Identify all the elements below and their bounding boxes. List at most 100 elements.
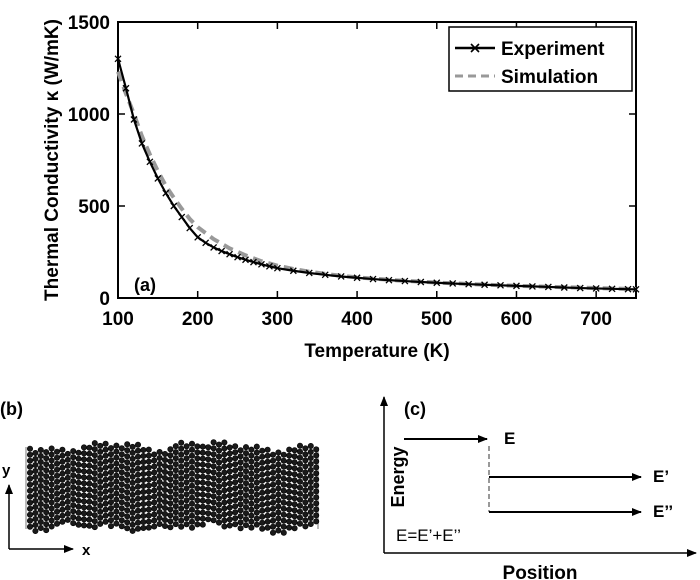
atom <box>70 508 77 515</box>
atom <box>194 479 201 486</box>
marker-stroke <box>369 275 377 283</box>
atom <box>253 467 260 474</box>
atom <box>296 496 303 503</box>
data-point-experiment <box>528 282 536 290</box>
atom <box>259 459 266 466</box>
atom <box>64 456 71 463</box>
atom <box>140 524 147 531</box>
atom <box>178 445 185 452</box>
atom <box>237 495 244 502</box>
atom <box>43 491 50 498</box>
atom <box>264 446 271 453</box>
marker-stroke <box>114 55 122 63</box>
atom <box>151 451 158 458</box>
atom <box>81 510 88 517</box>
x-direction-label: x <box>82 542 91 559</box>
atom <box>156 502 163 509</box>
atom <box>124 471 131 478</box>
atom <box>302 505 309 512</box>
x-tick-label: 200 <box>182 309 214 330</box>
atom <box>291 483 298 490</box>
atom <box>226 510 233 517</box>
atom <box>269 451 276 458</box>
atom <box>97 520 104 527</box>
atom <box>102 446 109 453</box>
atom <box>37 464 44 471</box>
atom <box>118 463 125 470</box>
y-axis-title: Thermal Conductivity κ (W/mK) <box>42 19 63 301</box>
atom <box>81 474 88 481</box>
atom <box>129 527 136 534</box>
atom <box>237 477 244 484</box>
atom <box>151 505 158 512</box>
atom <box>280 529 287 536</box>
atom <box>313 452 320 459</box>
atom <box>91 476 98 483</box>
atom <box>205 468 212 475</box>
atom <box>145 500 152 507</box>
atom <box>226 450 233 457</box>
atom <box>221 445 228 452</box>
atom <box>286 452 293 459</box>
atom <box>53 484 60 491</box>
atom <box>70 460 77 467</box>
atom <box>269 469 276 476</box>
data-point-experiment <box>146 158 154 166</box>
atom <box>113 514 120 521</box>
marker-stroke <box>433 279 441 287</box>
atom <box>237 525 244 532</box>
atom <box>183 473 190 480</box>
atom <box>26 457 33 464</box>
atom <box>91 452 98 459</box>
atom <box>210 511 217 518</box>
atom <box>145 494 152 501</box>
atom <box>140 494 147 501</box>
atom <box>91 458 98 465</box>
marker-stroke <box>226 250 234 258</box>
atom-lattice <box>26 439 320 536</box>
y-direction-label: y <box>2 462 11 479</box>
atom <box>232 521 239 528</box>
atom <box>108 505 115 512</box>
atom <box>26 487 33 494</box>
atom <box>26 469 33 476</box>
atom <box>26 481 33 488</box>
atom <box>253 443 260 450</box>
data-point-experiment <box>305 269 313 277</box>
atom <box>162 492 169 499</box>
atom <box>269 493 276 500</box>
atom <box>178 481 185 488</box>
atom <box>102 494 109 501</box>
atom <box>216 453 223 460</box>
marker-stroke <box>497 281 504 289</box>
atom <box>124 513 131 520</box>
energy-equation: E=E’+E’’ <box>396 526 461 545</box>
atom <box>302 445 309 452</box>
atom <box>280 481 287 488</box>
atom <box>172 449 179 456</box>
atom <box>237 459 244 466</box>
atom <box>313 464 320 471</box>
atom <box>178 499 185 506</box>
atom <box>291 513 298 520</box>
atom <box>302 517 309 524</box>
atom <box>32 455 39 462</box>
atom <box>280 511 287 518</box>
atom <box>313 446 320 453</box>
atom <box>189 488 196 495</box>
atom <box>91 446 98 453</box>
atom <box>243 498 250 505</box>
atom <box>145 512 152 519</box>
atom <box>259 519 266 526</box>
data-point-experiment <box>592 284 600 292</box>
atom <box>43 467 50 474</box>
atom <box>302 493 309 500</box>
atom <box>259 513 266 520</box>
atom <box>280 523 287 530</box>
panel-a-chart: 0 500 1000 1500 100 200 300 400 500 600 700 (a) T… <box>42 13 640 362</box>
atom <box>86 504 93 511</box>
atom <box>232 515 239 522</box>
atom <box>37 506 44 513</box>
atom <box>264 488 271 495</box>
atom <box>189 470 196 477</box>
